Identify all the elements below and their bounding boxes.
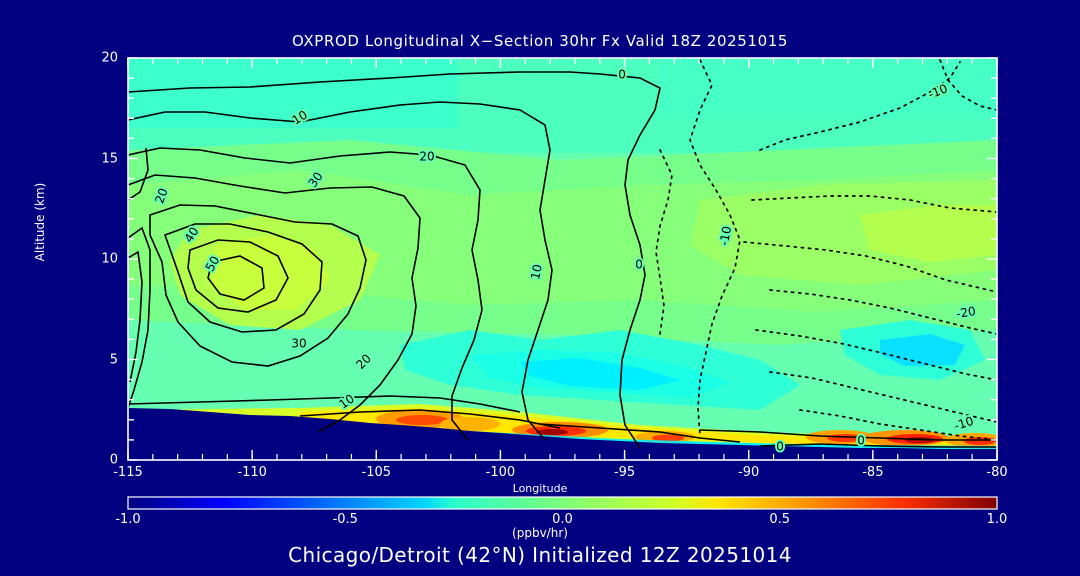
y-axis-label: Altitude (km) — [33, 182, 47, 262]
colorbar-tick-label-2: 0.0 — [552, 512, 573, 527]
colorbar-tick-label-3: 0.5 — [769, 512, 791, 527]
svg-text:20: 20 — [152, 186, 170, 205]
terrain-mask — [128, 408, 997, 460]
colorbar-units-label: (ppbv/hr) — [512, 526, 568, 540]
contour-lines-negative — [655, 59, 997, 441]
contour-label-14: -20-20 — [953, 302, 979, 323]
x-tick-label-5: -90 — [738, 465, 760, 480]
svg-text:50: 50 — [203, 254, 223, 274]
colorbar-tick-label-1: -0.5 — [332, 512, 358, 527]
x-tick-label-2: -105 — [361, 465, 392, 480]
plot-caption: Chicago/Detroit (42°N) Initialized 12Z 2… — [288, 543, 792, 567]
x-tick-label-6: -85 — [862, 465, 884, 480]
contour-label-11: 00 — [633, 256, 645, 274]
svg-text:10: 10 — [290, 108, 310, 128]
svg-text:0: 0 — [618, 68, 626, 82]
svg-text:0: 0 — [776, 440, 784, 454]
svg-text:40: 40 — [182, 225, 202, 245]
y-tick-label-3: 15 — [101, 151, 118, 166]
y-tick-label-4: 20 — [101, 50, 118, 66]
svg-text:0: 0 — [618, 68, 626, 82]
x-tick-label-3: -100 — [485, 465, 516, 480]
axes-frame — [127, 57, 998, 461]
colorbar-tick-label-4: 1.0 — [986, 512, 1008, 527]
contour-label-12: -10-10 — [715, 223, 736, 249]
svg-text:0: 0 — [635, 258, 643, 272]
y-tick-label-2: 10 — [101, 251, 118, 267]
svg-text:-10: -10 — [952, 414, 975, 433]
x-axis-label: Longitude — [512, 482, 568, 495]
x-tick-label-7: -80 — [986, 465, 1008, 480]
x-tick-label-0: -115 — [113, 465, 143, 480]
svg-text:30: 30 — [291, 337, 306, 351]
svg-text:20: 20 — [419, 150, 434, 164]
svg-text:-10: -10 — [717, 225, 734, 247]
y-tick-label-0: 0 — [109, 452, 118, 468]
svg-text:20: 20 — [419, 150, 434, 164]
colorbar[interactable] — [127, 496, 998, 510]
svg-text:-20: -20 — [955, 304, 977, 321]
colorbar-tick-label-0: -1.0 — [115, 512, 141, 527]
x-tick-label-1: -110 — [237, 465, 267, 480]
svg-text:0: 0 — [857, 434, 865, 448]
svg-text:30: 30 — [291, 337, 306, 351]
svg-text:10: 10 — [528, 263, 545, 281]
contour-label-0: 00 — [616, 66, 628, 84]
contour-label-16: 00 — [774, 438, 786, 456]
contour-lines-positive — [128, 71, 997, 449]
svg-text:0: 0 — [776, 440, 784, 454]
svg-text:-10: -10 — [717, 225, 734, 247]
field-raster — [128, 58, 997, 460]
x-axis-major-ticks — [127, 58, 998, 460]
svg-text:-10: -10 — [926, 81, 949, 101]
x-tick-label-4: -95 — [613, 465, 636, 480]
svg-text:-20: -20 — [955, 304, 977, 321]
contour-label-17: 00 — [855, 432, 867, 450]
y-axis-major-ticks — [128, 57, 997, 461]
svg-text:0: 0 — [857, 434, 865, 448]
plot-title: OXPROD Longitudinal X−Section 30hr Fx Va… — [291, 32, 789, 50]
svg-text:10: 10 — [528, 263, 545, 281]
contour-label-group: 0010102020303040402020505030302020101010… — [150, 66, 979, 456]
y-tick-label-1: 5 — [109, 352, 118, 367]
svg-text:0: 0 — [635, 258, 643, 272]
